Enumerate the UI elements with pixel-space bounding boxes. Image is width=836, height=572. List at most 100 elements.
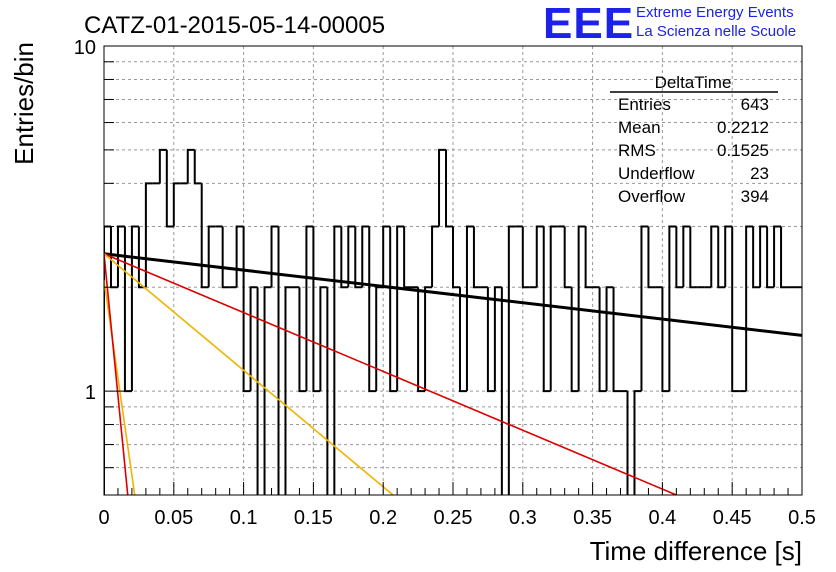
histogram-bin bbox=[347, 225, 356, 288]
histogram-bin bbox=[354, 226, 363, 289]
histogram-bin bbox=[633, 390, 642, 495]
stats-value-mean: 0.2212 bbox=[717, 118, 769, 137]
histogram-bin bbox=[403, 226, 412, 289]
histogram-bin bbox=[270, 225, 279, 288]
histogram-bin bbox=[640, 225, 649, 392]
histogram-bin bbox=[326, 287, 329, 495]
x-axis-ticks: 0 0.05 0.1 0.15 0.2 0.25 0.3 0.35 0.4 0.45 0.5 bbox=[98, 482, 816, 529]
histogram-bin bbox=[752, 226, 761, 289]
logo-line-2: La Scienza nelle Scuole bbox=[636, 23, 797, 40]
stats-label-underflow: Underflow bbox=[618, 164, 695, 183]
histogram-bin bbox=[382, 225, 391, 288]
histogram-bin bbox=[298, 287, 307, 393]
x-tick-label: 0.2 bbox=[369, 507, 397, 529]
stats-box: DeltaTime Entries 643 Mean 0.2212 RMS 0.… bbox=[610, 73, 778, 206]
histogram-bin bbox=[431, 225, 440, 288]
histogram-bin bbox=[305, 225, 314, 392]
fit-lines bbox=[104, 252, 802, 495]
x-tick-label: 0.35 bbox=[573, 507, 612, 529]
histogram-bin bbox=[284, 286, 293, 495]
histogram-bin bbox=[361, 225, 370, 288]
histogram-bin bbox=[493, 286, 502, 392]
histogram-bin bbox=[458, 287, 467, 393]
histogram-bin bbox=[500, 287, 503, 495]
x-tick-label: 0.3 bbox=[509, 507, 537, 529]
histogram-bin bbox=[584, 226, 593, 289]
histogram-bin bbox=[158, 148, 167, 184]
histogram-bin bbox=[389, 226, 398, 393]
stats-label-mean: Mean bbox=[618, 118, 661, 137]
histogram-bin bbox=[731, 226, 740, 393]
histogram-bin bbox=[340, 226, 349, 289]
histogram-bin bbox=[668, 225, 677, 392]
histogram-bin bbox=[689, 226, 698, 289]
histogram-bin bbox=[675, 226, 684, 289]
x-tick-label: 0.1 bbox=[230, 507, 258, 529]
y-tick-label: 10 bbox=[74, 37, 96, 59]
histogram-bin bbox=[766, 226, 775, 289]
histogram-bin bbox=[465, 225, 474, 392]
histogram-bin bbox=[710, 225, 719, 288]
stats-value-rms: 0.1525 bbox=[717, 141, 769, 160]
y-tick-label: 1 bbox=[85, 382, 96, 404]
stats-label-rms: RMS bbox=[618, 141, 656, 160]
histogram-bin bbox=[445, 149, 453, 228]
histogram-bin bbox=[472, 226, 481, 289]
histogram-bin bbox=[130, 225, 139, 392]
histogram-bin bbox=[438, 148, 447, 227]
x-axis-label: Time difference [s] bbox=[590, 536, 802, 566]
histogram-bin bbox=[507, 225, 516, 495]
x-tick-label: 0 bbox=[98, 507, 109, 529]
histogram-bin bbox=[235, 225, 244, 288]
histogram-bin bbox=[396, 225, 405, 392]
histogram-bin bbox=[277, 226, 280, 495]
y-axis-label: Entries/bin bbox=[9, 42, 39, 165]
fit-line bbox=[104, 253, 677, 495]
histogram-bin bbox=[661, 287, 670, 393]
histogram-bin bbox=[193, 149, 202, 185]
fit-line bbox=[104, 252, 802, 337]
histogram-bin bbox=[598, 287, 607, 393]
histogram-bin bbox=[577, 225, 586, 392]
histogram-bin bbox=[549, 225, 558, 392]
histogram-bin bbox=[312, 226, 321, 393]
stats-value-underflow: 23 bbox=[750, 164, 769, 183]
histogram-bin bbox=[186, 148, 195, 184]
histogram-series bbox=[104, 148, 802, 495]
fit-line bbox=[104, 253, 394, 495]
histogram-bin bbox=[172, 182, 181, 227]
histogram-bin bbox=[563, 226, 572, 289]
histogram-bin bbox=[486, 287, 495, 393]
logo-line-1: Extreme Energy Events bbox=[636, 4, 794, 21]
histogram-bin bbox=[144, 182, 153, 288]
histogram-bin bbox=[207, 225, 216, 288]
histogram-bin bbox=[242, 226, 251, 393]
histogram-bin bbox=[368, 226, 377, 393]
histogram-bin bbox=[221, 226, 230, 289]
histogram-bin bbox=[647, 226, 656, 289]
histogram-bin bbox=[333, 225, 342, 495]
histogram-bin bbox=[682, 225, 691, 288]
histogram-bin bbox=[249, 286, 258, 392]
histogram-bin bbox=[521, 226, 530, 289]
x-tick-label: 0.45 bbox=[713, 507, 752, 529]
histogram-bin bbox=[605, 286, 614, 392]
stats-label-entries: Entries bbox=[618, 95, 671, 114]
x-tick-label: 0.15 bbox=[294, 507, 333, 529]
histogram-bin bbox=[626, 391, 629, 495]
histogram-bin bbox=[773, 225, 782, 288]
histogram-bin bbox=[452, 226, 460, 289]
histogram-bin bbox=[570, 287, 579, 393]
x-tick-label: 0.25 bbox=[434, 507, 473, 529]
stats-label-overflow: Overflow bbox=[618, 187, 686, 206]
histogram-bin bbox=[759, 225, 768, 288]
histogram-bin bbox=[724, 225, 733, 288]
stats-value-entries: 643 bbox=[741, 95, 769, 114]
histogram-bin bbox=[745, 225, 754, 392]
x-tick-label: 0.05 bbox=[154, 507, 193, 529]
histogram-bin bbox=[612, 287, 621, 393]
histogram-bin bbox=[123, 226, 132, 393]
y-axis-ticks: 1 10 bbox=[74, 37, 124, 496]
histogram-bin bbox=[319, 286, 328, 392]
